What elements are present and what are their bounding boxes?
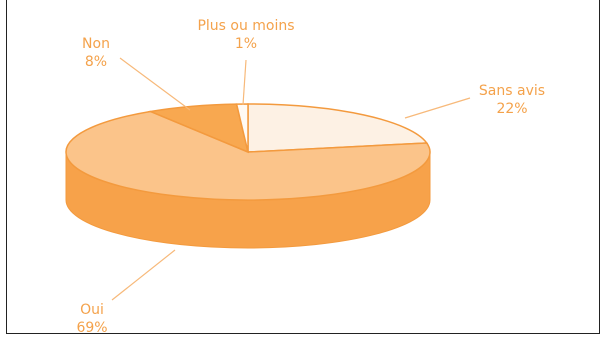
label-sans-avis-name: Sans avis: [479, 83, 545, 99]
label-sans-avis-percent: 22%: [496, 101, 527, 117]
label-oui-percent: 69%: [76, 320, 107, 336]
label-plus-ou-moins-name: Plus ou moins: [197, 18, 294, 34]
leader-oui: [111, 249, 176, 301]
slice-non: [147, 103, 250, 154]
leader-plus-ou-moins: [242, 59, 247, 106]
slice-sans-avis: [247, 103, 429, 153]
slice-oui: [65, 110, 431, 201]
label-plus-ou-moins-percent: 1%: [235, 36, 257, 52]
leader-sans-avis: [404, 97, 471, 119]
label-non-percent: 8%: [85, 54, 107, 70]
label-oui-name: Oui: [80, 302, 104, 318]
leader-non: [119, 57, 191, 111]
label-non-name: Non: [82, 36, 110, 52]
slice-plus-ou-moins: [235, 103, 249, 153]
